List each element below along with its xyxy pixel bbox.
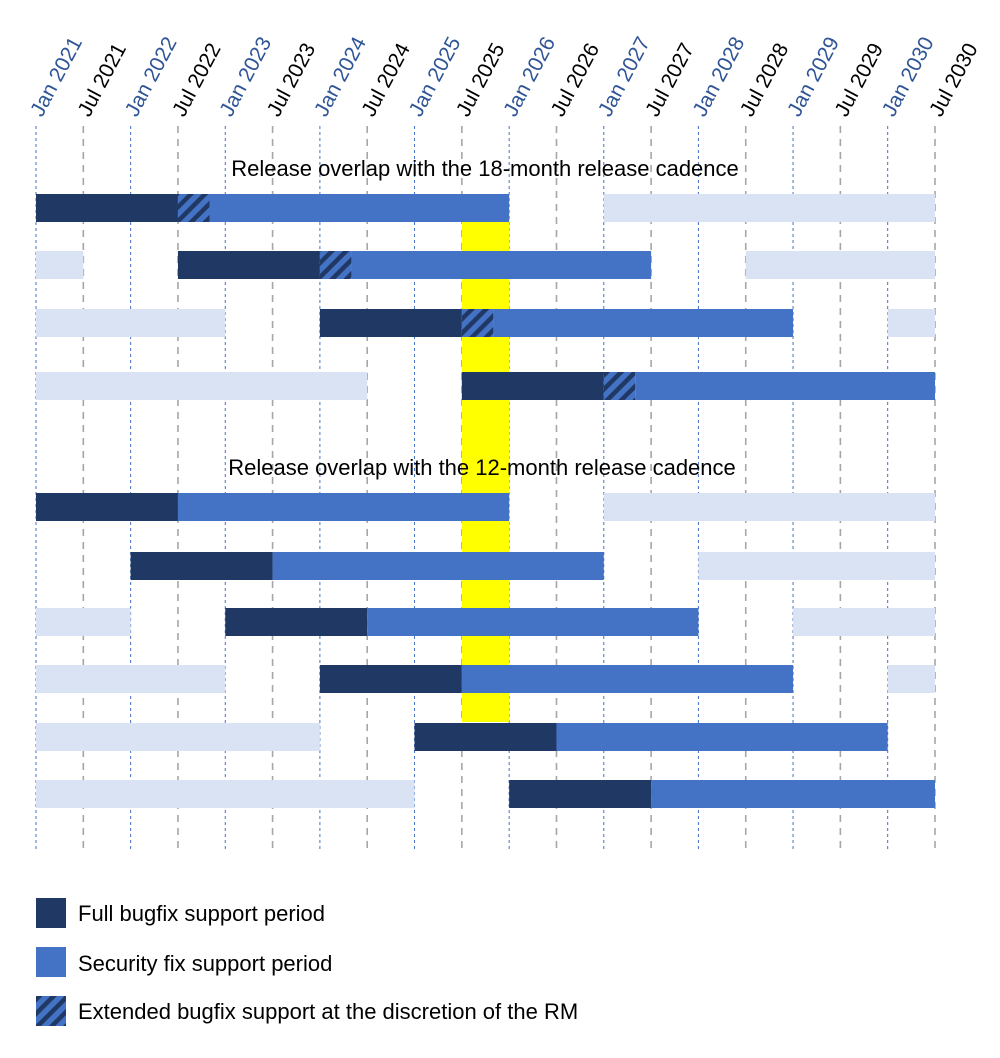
bar-other-release [745, 251, 935, 279]
group-title-18-month: Release overlap with the 18-month releas… [231, 156, 739, 181]
bar-security [367, 608, 699, 636]
bar-full [319, 665, 462, 693]
legend: Full bugfix support period Security fix … [36, 898, 578, 1026]
bar-other-release [887, 309, 935, 337]
bar-full [36, 194, 178, 222]
highlight-rect [461, 222, 510, 722]
bar-full [461, 372, 604, 400]
bar-full [130, 552, 273, 580]
bar-other-release [36, 372, 368, 400]
bar-security [272, 552, 604, 580]
bar-security [461, 665, 794, 693]
legend-swatch-extended [36, 996, 66, 1026]
bar-other-release [698, 552, 935, 580]
bar-other-release [887, 665, 935, 693]
highlight-band [461, 222, 510, 722]
bars [36, 194, 935, 808]
grid-lines [35, 126, 936, 850]
bar-security [651, 780, 935, 808]
bar-security [556, 723, 888, 751]
bar-extended [603, 372, 636, 400]
legend-label-security: Security fix support period [78, 951, 332, 976]
bar-other-release [793, 608, 935, 636]
bar-other-release [36, 309, 226, 337]
bar-other-release [603, 493, 935, 521]
bar-security [635, 372, 935, 400]
bar-other-release [603, 194, 935, 222]
bar-extended [461, 309, 494, 337]
bar-security [209, 194, 510, 222]
bar-security [351, 251, 652, 279]
bar-other-release [36, 723, 320, 751]
legend-swatch-security [36, 947, 66, 977]
legend-label-extended: Extended bugfix support at the discretio… [78, 999, 578, 1024]
bar-extended [177, 194, 210, 222]
bar-other-release [36, 608, 131, 636]
bar-security [493, 309, 794, 337]
bar-other-release [36, 780, 415, 808]
legend-swatch-full [36, 898, 66, 928]
bar-full [36, 493, 178, 521]
group-title-12-month: Release overlap with the 12-month releas… [228, 455, 736, 480]
bar-full [509, 780, 652, 808]
bar-security [177, 493, 510, 521]
bar-other-release [36, 251, 84, 279]
bar-full [414, 723, 557, 751]
bar-other-release [36, 665, 226, 693]
legend-label-full: Full bugfix support period [78, 901, 325, 926]
bar-full [225, 608, 368, 636]
bar-full [177, 251, 320, 279]
bar-full [319, 309, 462, 337]
bar-extended [319, 251, 352, 279]
